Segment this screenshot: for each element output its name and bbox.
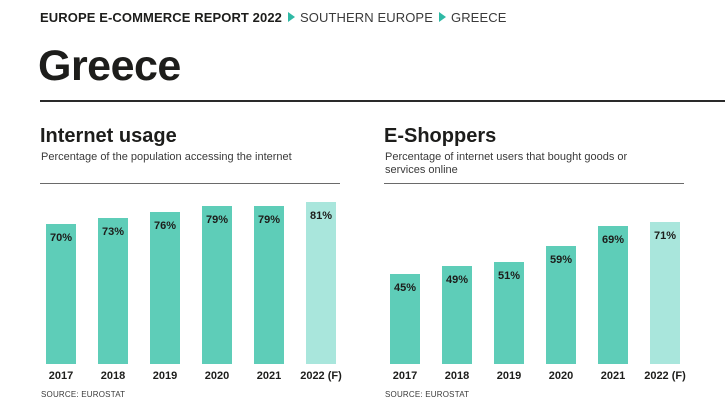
- data-label: 73%: [102, 226, 124, 238]
- data-label: 79%: [258, 214, 280, 226]
- breadcrumb-arrow-icon: [288, 12, 296, 22]
- internet-usage-panel: Internet usage Percentage of the populat…: [40, 124, 342, 409]
- breadcrumb-country: GREECE: [450, 9, 507, 25]
- data-label: 79%: [206, 214, 228, 226]
- internet-usage-subtitle: Percentage of the population accessing t…: [41, 151, 292, 163]
- internet-usage-chart: 70% 2017 73% 2018 76% 2019 79% 2020 79% 2021 81% 20…: [46, 202, 342, 382]
- data-label: 51%: [498, 270, 520, 282]
- data-label: 70%: [50, 232, 72, 244]
- internet-usage-source: SOURCE: EUROSTAT: [41, 390, 126, 399]
- x-tick-label: 2018: [101, 370, 125, 382]
- x-tick-label: 2019: [497, 370, 521, 382]
- data-label: 59%: [550, 254, 572, 266]
- bar-2017: [390, 274, 420, 364]
- e-shoppers-source: SOURCE: EUROSTAT: [385, 390, 470, 399]
- bar-2020: [202, 206, 232, 364]
- data-label: 69%: [602, 234, 624, 246]
- breadcrumb-report[interactable]: EUROPE E-COMMERCE REPORT 2022: [40, 9, 283, 25]
- bar-2022f: [306, 202, 336, 364]
- e-shoppers-divider: [384, 183, 684, 184]
- x-tick-label: 2020: [205, 370, 229, 382]
- bar-2018: [98, 218, 128, 364]
- data-label: 76%: [154, 220, 176, 232]
- x-tick-label: 2021: [257, 370, 281, 382]
- e-shoppers-panel: E-Shoppers Percentage of internet users …: [384, 124, 686, 409]
- data-label: 71%: [654, 230, 676, 242]
- data-label: 45%: [394, 282, 416, 294]
- internet-usage-title: Internet usage: [40, 125, 177, 147]
- data-label: 81%: [310, 210, 332, 222]
- internet-usage-divider: [40, 183, 340, 184]
- x-tick-label: 2021: [601, 370, 625, 382]
- bar-2021: [598, 226, 628, 364]
- e-shoppers-subtitle: Percentage of internet users that bought…: [385, 151, 628, 176]
- breadcrumb-arrow-icon: [438, 12, 446, 22]
- bar-2017: [46, 224, 76, 364]
- x-tick-label: 2020: [549, 370, 573, 382]
- title-divider: [40, 100, 725, 102]
- bar-2019: [150, 212, 180, 364]
- bar-2022f: [650, 222, 680, 364]
- e-shoppers-title: E-Shoppers: [384, 125, 497, 147]
- x-tick-label: 2022 (F): [644, 370, 686, 382]
- x-tick-label: 2019: [153, 370, 177, 382]
- bar-2020: [546, 246, 576, 364]
- x-tick-label: 2017: [393, 370, 417, 382]
- bar-2019: [494, 262, 524, 364]
- breadcrumb-region[interactable]: SOUTHERN EUROPE: [300, 9, 433, 25]
- e-shoppers-chart: 45% 2017 49% 2018 51% 2019 59% 2020 69% 2021 71% 20…: [390, 222, 686, 382]
- x-tick-label: 2017: [49, 370, 73, 382]
- breadcrumb: EUROPE E-COMMERCE REPORT 2022 SOUTHERN E…: [40, 9, 507, 25]
- data-label: 49%: [446, 274, 468, 286]
- bar-2021: [254, 206, 284, 364]
- bar-2018: [442, 266, 472, 364]
- x-tick-label: 2018: [445, 370, 469, 382]
- x-tick-label: 2022 (F): [300, 370, 342, 382]
- page-title: Greece: [38, 42, 181, 90]
